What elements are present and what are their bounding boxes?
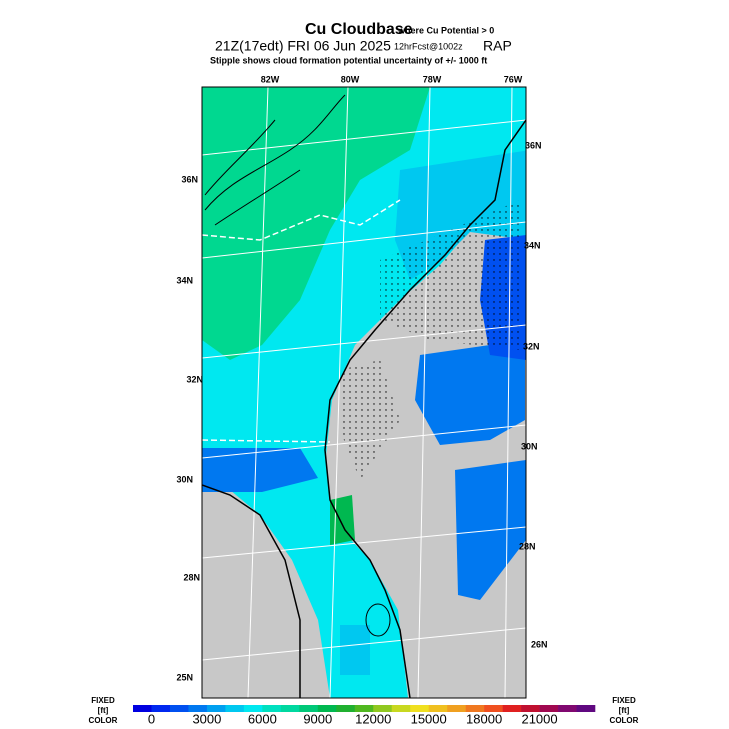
colorbar-swatch	[391, 705, 411, 712]
colorbar-swatch	[428, 705, 448, 712]
fixed-label-left: COLOR	[89, 716, 118, 725]
contours	[204, 94, 346, 226]
colorbar-swatch	[484, 705, 503, 712]
colorbar-swatch	[169, 705, 189, 712]
map-panel	[202, 87, 526, 698]
title-note: where Cu Potential > 0	[397, 25, 494, 35]
colorbar-swatch	[558, 705, 577, 712]
lat-label-left: 36N	[181, 174, 198, 184]
colorbar-swatch	[447, 705, 466, 712]
forecast: 12hrFcst@1002z	[394, 41, 463, 51]
colorbar-swatch	[299, 705, 319, 712]
colorbar-swatch	[317, 705, 337, 712]
field-blue-east	[415, 340, 525, 445]
stipple-note: Stipple shows cloud formation potential …	[210, 55, 487, 65]
fixed-label-left: FIXED	[91, 696, 115, 705]
colorbar-swatch	[225, 705, 245, 712]
lat-label-right: 26N	[531, 639, 548, 649]
stipple	[380, 200, 520, 350]
colorbar-swatch	[280, 705, 300, 712]
lat-label-right: 28N	[519, 541, 536, 551]
lat-label-right: 36N	[525, 140, 542, 150]
field-lake	[340, 625, 370, 675]
title: Cu Cloudbase	[305, 21, 413, 38]
fixed-label-right: COLOR	[610, 716, 639, 725]
lat-label-left: 34N	[176, 275, 193, 285]
field-green	[202, 87, 430, 360]
coastline	[202, 119, 526, 698]
colorbar-tick-label: 9000	[303, 711, 332, 726]
colorbar-swatch	[206, 705, 226, 712]
panel-frame	[201, 86, 527, 699]
colorbar-swatch	[133, 705, 152, 712]
stipple-2	[340, 360, 400, 480]
field-blue-west	[202, 448, 318, 492]
lat-label-right: 30N	[521, 441, 538, 451]
lat-label-left: 30N	[176, 474, 193, 484]
colorbar-swatch	[188, 705, 208, 712]
colorbar-tick-label: 3000	[192, 711, 221, 726]
colorbar-swatch	[151, 705, 171, 712]
colorbar-swatch	[576, 705, 596, 712]
colorbar-swatch	[465, 705, 485, 712]
colorbar-swatch	[373, 705, 393, 712]
colorbar-tick-label: 12000	[355, 711, 391, 726]
fixed-label-right: FIXED	[612, 696, 636, 705]
colorbar-swatch	[502, 705, 522, 712]
lat-label-right: 32N	[523, 341, 540, 351]
colorbar-tick-label: 21000	[521, 711, 557, 726]
colorbar-swatch	[354, 705, 374, 712]
colorbar-swatch	[262, 705, 282, 712]
colorbar-tick-label: 15000	[411, 711, 447, 726]
lat-label-left: 32N	[186, 374, 203, 384]
field-darkgreen	[330, 495, 355, 545]
lon-label: 80W	[341, 74, 360, 84]
graticule	[202, 87, 526, 698]
colorbar-tick-label: 18000	[466, 711, 502, 726]
lon-label: 78W	[423, 74, 442, 84]
lat-label-left: 28N	[183, 572, 200, 582]
colorbar-swatch	[539, 705, 559, 712]
valid-time: 21Z(17edt) FRI 06 Jun 2025	[215, 38, 391, 54]
colorbar-tick-label: 6000	[248, 711, 277, 726]
lake-outline	[365, 603, 391, 637]
colorbar-swatch	[336, 705, 356, 712]
model: RAP	[483, 38, 512, 54]
colorbar-swatch	[521, 705, 540, 712]
fixed-label-left: [ft]	[98, 706, 109, 715]
colorbar-swatch	[410, 705, 429, 712]
colorbar-swatch	[243, 705, 263, 712]
lon-label: 82W	[261, 74, 280, 84]
fixed-label-right: [ft]	[619, 706, 630, 715]
colorbar-tick-label: 0	[148, 711, 155, 726]
lat-label-right: 34N	[524, 240, 541, 250]
state-borders	[202, 199, 401, 443]
lon-label: 76W	[504, 74, 523, 84]
lat-label-left: 25N	[176, 672, 193, 682]
